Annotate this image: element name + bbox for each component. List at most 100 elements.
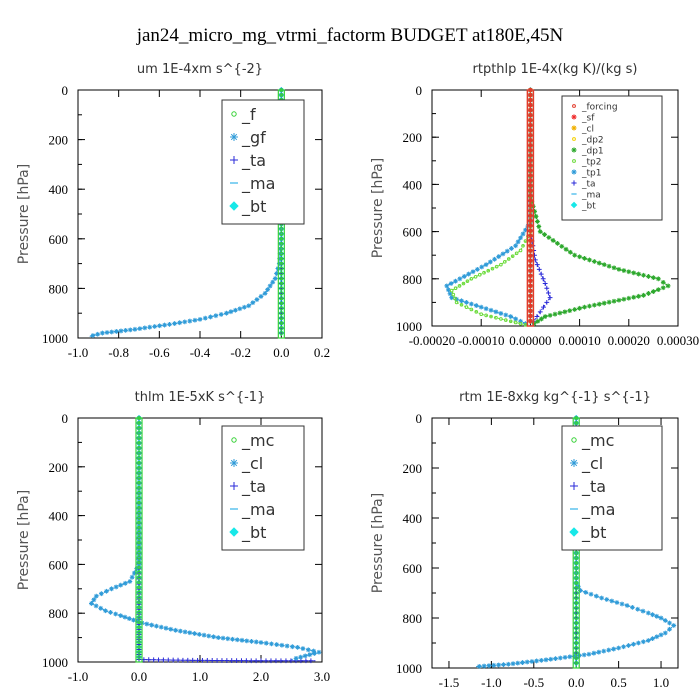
data-point (137, 575, 141, 580)
data-point (573, 570, 579, 576)
data-point (528, 253, 533, 258)
data-point (137, 555, 141, 560)
data-point (591, 650, 597, 656)
data-point (279, 286, 284, 291)
data-point (279, 251, 284, 256)
data-point (444, 283, 450, 289)
data-point (126, 616, 132, 621)
legend-marker (229, 201, 239, 211)
data-point (249, 638, 254, 644)
data-point (528, 137, 533, 143)
data-point (278, 231, 284, 237)
data-point (528, 177, 533, 183)
data-point (258, 640, 264, 645)
panel-title: thlm 1E-5xK s^{-1} (135, 390, 266, 405)
x-tick-label: 0.0 (568, 675, 584, 690)
data-point (464, 300, 469, 305)
data-point (665, 283, 671, 289)
data-point (528, 238, 533, 243)
y-tick-label: 1000 (396, 661, 422, 676)
data-point (543, 657, 549, 663)
data-point (137, 600, 141, 605)
x-tick-label: -1.5 (439, 675, 460, 690)
x-tick-label: 0.2 (314, 345, 330, 360)
panel-title: rtm 1E-8xkg kg^{-1} s^{-1} (459, 390, 651, 405)
legend: _forcing_sf_cl_dp2_dp1_tp2_tp1_ta_ma_bt (561, 95, 663, 221)
data-point (481, 663, 487, 669)
data-point (215, 635, 221, 640)
legend-label: _cl (581, 454, 603, 474)
data-point (504, 248, 510, 254)
data-point (91, 597, 97, 603)
y-axis-label: Pressure [hPa] (16, 490, 32, 590)
data-point (136, 450, 142, 456)
data-point (147, 324, 153, 330)
y-tick-label: 200 (49, 460, 69, 475)
y-tick-label: 1000 (396, 319, 422, 334)
data-point (534, 314, 540, 319)
data-point (224, 310, 229, 316)
data-point (274, 271, 279, 276)
data-point (263, 640, 269, 646)
data-point (662, 618, 668, 623)
data-point (616, 645, 622, 651)
data-point (250, 300, 256, 306)
x-tick-label: -1.0 (481, 675, 502, 690)
data-point (220, 635, 226, 641)
data-point (591, 302, 597, 308)
data-point (279, 261, 284, 266)
data-point (537, 229, 543, 234)
data-point (127, 327, 133, 333)
data-point (136, 466, 142, 471)
data-point (206, 633, 212, 639)
data-point (528, 314, 533, 318)
legend-marker (572, 159, 576, 163)
data-point (192, 631, 197, 636)
data-point (528, 223, 533, 228)
series-line (90, 418, 320, 661)
data-point (137, 326, 143, 332)
legend-marker (230, 133, 238, 141)
data-point (137, 505, 141, 510)
data-point (655, 276, 661, 282)
legend-frame (561, 95, 663, 221)
data-point (137, 485, 141, 490)
data-point (581, 652, 587, 658)
data-point (518, 318, 523, 324)
data-point (279, 291, 284, 296)
data-point (122, 614, 128, 620)
data-point (532, 208, 538, 214)
data-point (163, 625, 169, 631)
y-tick-label: 400 (403, 511, 423, 526)
data-point (118, 613, 124, 619)
data-point (232, 307, 238, 313)
legend-marker (231, 437, 237, 443)
data-point (596, 260, 602, 266)
data-point (288, 658, 294, 664)
x-tick-label: 0.00020 (608, 333, 650, 348)
data-point (528, 243, 533, 248)
data-point (113, 584, 119, 590)
data-point (170, 657, 176, 663)
chart-panel-3: thlm 1E-5xK s^{-1} Pressure [hPa] 0 200 400 6… (16, 390, 330, 684)
legend-label: _f (241, 105, 256, 125)
data-point (136, 445, 142, 451)
data-point (123, 327, 129, 333)
data-point (239, 637, 245, 643)
data-point (254, 297, 260, 302)
data-point (479, 312, 484, 317)
y-axis-label: Pressure [hPa] (16, 164, 32, 264)
data-point (137, 545, 141, 550)
data-point (279, 321, 284, 325)
data-point (574, 421, 579, 425)
data-point (208, 314, 213, 320)
data-point (279, 271, 284, 276)
data-point (524, 659, 530, 665)
data-point (137, 535, 141, 540)
data-point (137, 585, 141, 590)
data-point (278, 246, 283, 252)
data-point (272, 276, 278, 281)
legend-marker (230, 459, 238, 467)
data-point (528, 303, 533, 309)
data-point (528, 113, 533, 117)
